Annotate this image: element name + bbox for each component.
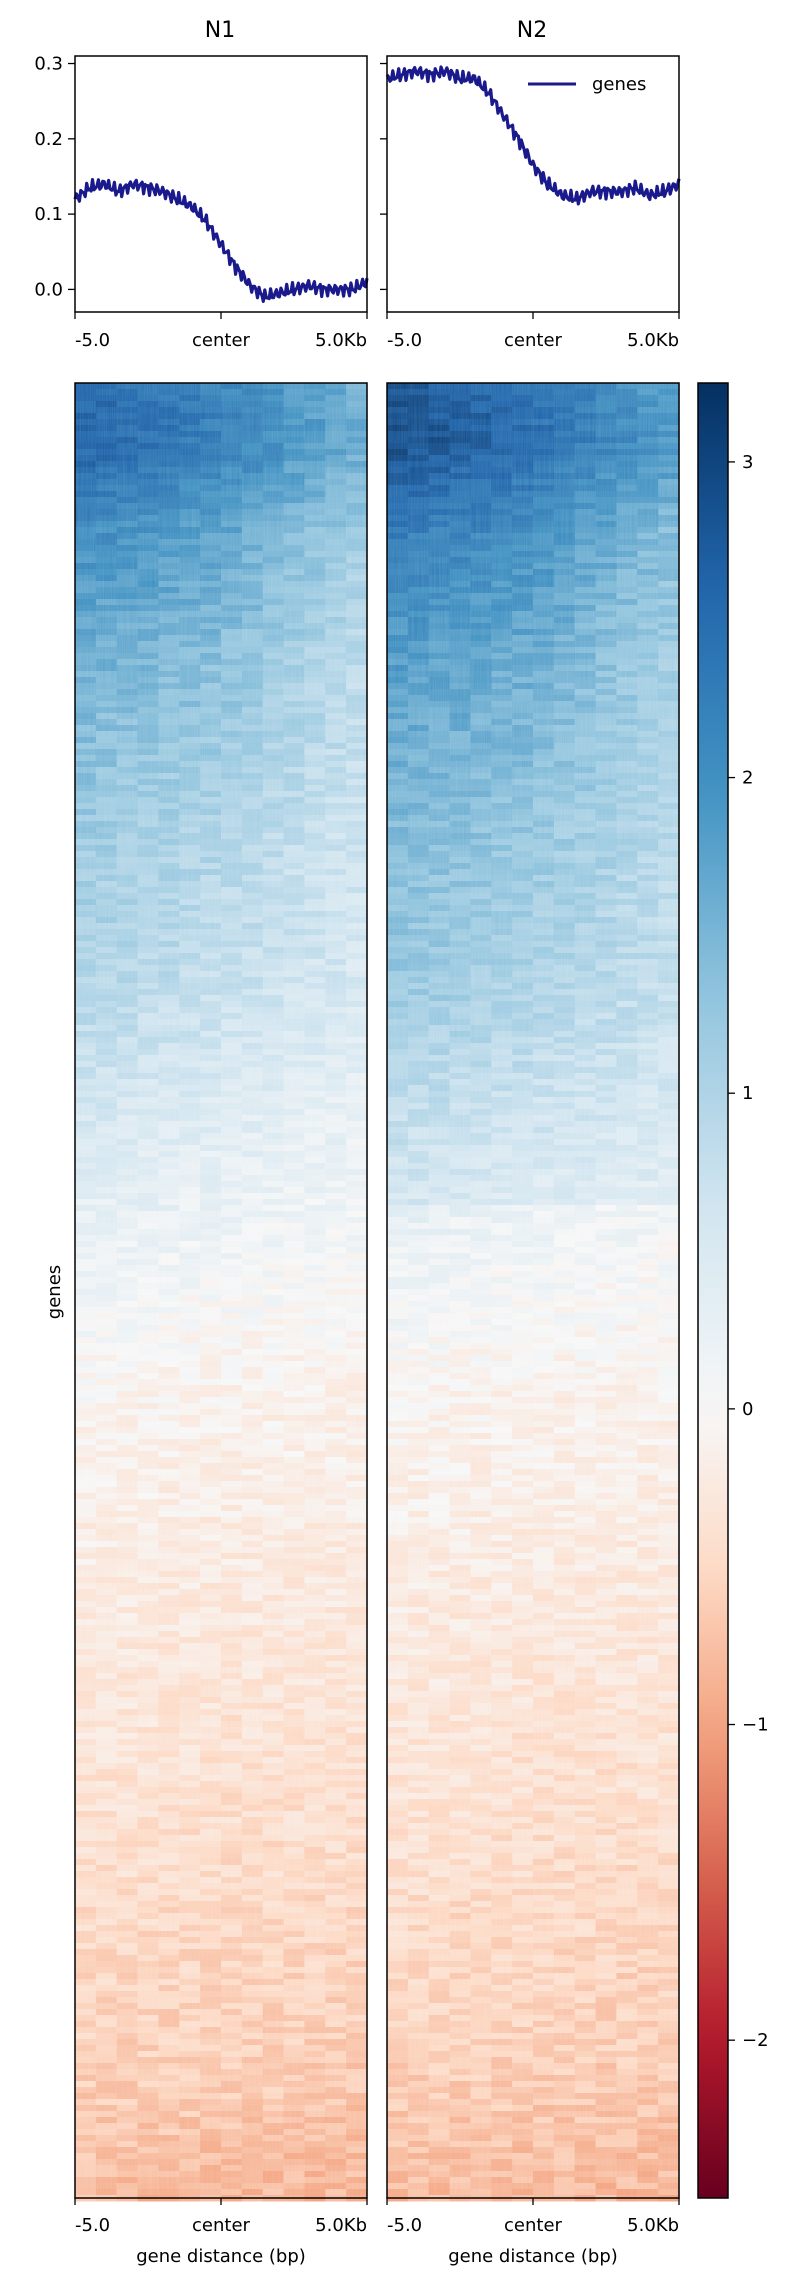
profile-x-tick-label: center: [504, 330, 563, 351]
profile-x-tick-label: 5.0Kb: [627, 330, 679, 351]
heatmap-x-tick-label: 5.0Kb: [315, 2215, 367, 2236]
profile-panel-n1: N1 0.0 0.1 0.2 0.3 -5.0 center 5.0Kb: [34, 18, 369, 351]
profile-title-n1: N1: [205, 18, 235, 43]
profile-plot-n2: [385, 65, 681, 206]
heatmap-texture: [75, 383, 367, 2198]
heatmap-panel-n2: -5.0 center 5.0Kb gene distance (bp): [386, 382, 680, 2267]
legend: genes: [528, 74, 646, 95]
profile-y-tick-label: 0.3: [34, 54, 63, 75]
profile-y-tick-label: 0.1: [34, 204, 63, 225]
profile-line-genes: [385, 65, 681, 206]
profile-y-axis: 0.0 0.1 0.2 0.3: [34, 54, 75, 300]
heatmap-panel-n1: -5.0 center 5.0Kb genes gene distance (bp): [44, 382, 368, 2267]
profile-x-tick-label: center: [192, 330, 251, 351]
profile-x-tick-label: 5.0Kb: [315, 330, 367, 351]
profile-frame-n1: [74, 55, 368, 313]
profile-x-tick-label: -5.0: [387, 330, 422, 351]
heatmap-xlabel-n1: gene distance (bp): [136, 2246, 306, 2267]
profile-line-genes: [73, 178, 369, 303]
profile-plot-n1: [73, 178, 369, 303]
legend-label-genes: genes: [592, 74, 646, 95]
profile-x-tick-label: -5.0: [75, 330, 110, 351]
profile-y-tick-label: 0.0: [34, 279, 63, 300]
profile-y-axis-ticks-n2: [380, 62, 387, 291]
heatmap-n2: [387, 383, 680, 2202]
heatmap-x-axis-n1: -5.0 center 5.0Kb: [74, 2198, 368, 2236]
profile-x-axis-n2: -5.0 center 5.0Kb: [386, 312, 680, 351]
profile-x-axis-n1: -5.0 center 5.0Kb: [74, 312, 368, 351]
heatmap-x-tick-label: -5.0: [75, 2215, 110, 2236]
heatmap-n1: [75, 383, 368, 2202]
heatmap-x-tick-label: center: [192, 2215, 251, 2236]
heatmap-ylabel: genes: [44, 1265, 65, 1319]
profile-title-n2: N2: [517, 18, 547, 43]
profile-y-tick-label: 0.2: [34, 129, 63, 150]
profile-panel-n2: N2 -5.0 center 5.0Kb genes: [380, 18, 681, 351]
